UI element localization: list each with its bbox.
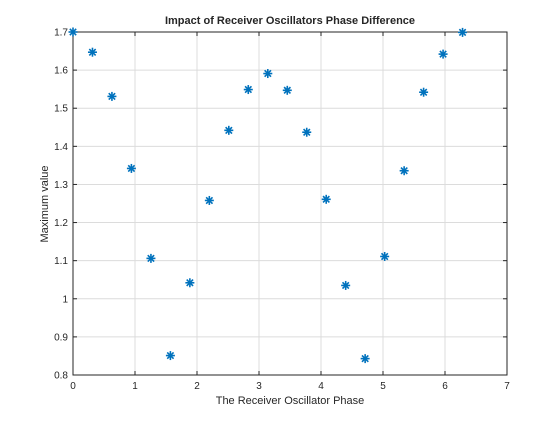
plot-area — [73, 32, 507, 375]
y-tick-label: 1.7 — [54, 28, 68, 39]
data-point — [127, 164, 136, 173]
data-point — [69, 28, 78, 37]
data-point — [107, 92, 116, 101]
x-tick-label: 3 — [256, 381, 262, 392]
data-point — [361, 354, 370, 363]
y-tick-label: 1.1 — [54, 256, 68, 267]
data-point — [302, 128, 311, 137]
data-point — [380, 252, 389, 261]
data-point — [263, 69, 272, 78]
y-tick-label: 1.2 — [54, 218, 68, 229]
y-axis-label: Maximum value — [39, 165, 51, 242]
x-tick-label: 0 — [70, 381, 76, 392]
x-tick-label: 5 — [380, 381, 386, 392]
data-point — [419, 88, 428, 97]
data-point — [341, 281, 350, 290]
data-point — [166, 351, 175, 360]
y-tick-label: 1.3 — [54, 180, 68, 191]
data-point — [244, 85, 253, 94]
data-point — [205, 196, 214, 205]
data-point — [400, 166, 409, 175]
x-tick-label: 7 — [504, 381, 510, 392]
y-tick-label: 1.4 — [54, 142, 68, 153]
data-point — [146, 254, 155, 263]
data-point — [439, 50, 448, 59]
y-tick-label: 0.9 — [54, 332, 68, 343]
data-point — [283, 86, 292, 95]
x-tick-label: 2 — [194, 381, 200, 392]
y-tick-label: 1 — [62, 294, 68, 305]
data-point — [224, 126, 233, 135]
y-tick-label: 1.6 — [54, 66, 68, 77]
data-point — [185, 278, 194, 287]
y-tick-label: 1.5 — [54, 104, 68, 115]
x-tick-label: 1 — [132, 381, 138, 392]
x-axis-label: The Receiver Oscillator Phase — [216, 395, 365, 407]
data-point — [458, 28, 467, 37]
x-tick-label: 4 — [318, 381, 324, 392]
chart-title: Impact of Receiver Oscillators Phase Dif… — [165, 15, 415, 27]
x-tick-label: 6 — [442, 381, 448, 392]
data-point — [88, 48, 97, 57]
data-point — [322, 195, 331, 204]
y-tick-label: 0.8 — [54, 371, 68, 382]
